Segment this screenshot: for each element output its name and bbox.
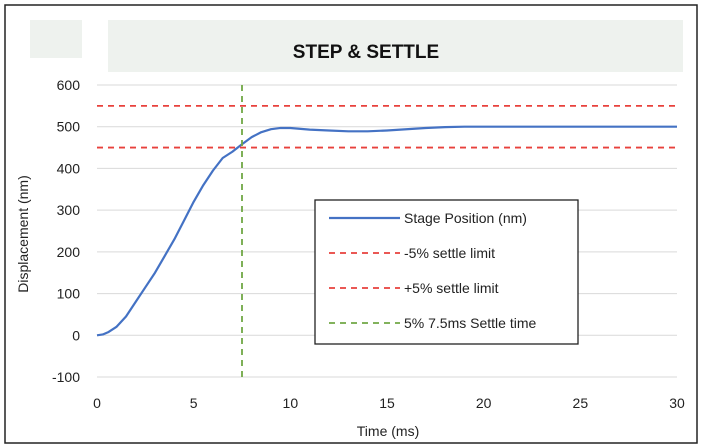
x-tick-label: 5 bbox=[190, 395, 198, 411]
x-tick-label: 20 bbox=[476, 395, 492, 411]
x-tick-label: 0 bbox=[93, 395, 101, 411]
legend-items: Stage Position (nm) -5% settle limit +5% s… bbox=[329, 210, 536, 331]
y-tick-label: 600 bbox=[57, 77, 81, 93]
x-tick-label: 15 bbox=[379, 395, 395, 411]
legend-label-3: 5% 7.5ms Settle time bbox=[404, 315, 536, 331]
x-tick-label: 25 bbox=[573, 395, 589, 411]
x-tick-label: 10 bbox=[283, 395, 299, 411]
legend-label-1: -5% settle limit bbox=[404, 245, 495, 261]
legend-box bbox=[314, 199, 579, 345]
x-axis-label: Time (ms) bbox=[357, 423, 419, 439]
legend-label-2: +5% settle limit bbox=[404, 280, 499, 296]
y-tick-labels: -100 0 100 200 300 400 500 600 bbox=[52, 77, 80, 385]
y-axis-label: Displacement (nm) bbox=[15, 175, 31, 292]
legend-label-0: Stage Position (nm) bbox=[404, 210, 527, 226]
y-tick-label: -100 bbox=[52, 369, 80, 385]
y-tick-label: 300 bbox=[57, 202, 81, 218]
y-tick-label: 0 bbox=[72, 327, 80, 343]
chart-title: STEP & SETTLE bbox=[293, 42, 439, 63]
y-tick-label: 100 bbox=[57, 286, 81, 302]
y-tick-label: 400 bbox=[57, 160, 81, 176]
x-tick-label: 30 bbox=[669, 395, 685, 411]
y-tick-label: 500 bbox=[57, 119, 81, 135]
title-background-left bbox=[30, 20, 82, 58]
legend: Stage Position (nm) -5% settle limit +5% s… bbox=[314, 199, 579, 345]
series-lines bbox=[96, 85, 677, 377]
title-background bbox=[108, 20, 683, 72]
x-tick-labels: 0 5 10 15 20 25 30 bbox=[93, 395, 685, 411]
y-tick-label: 200 bbox=[57, 244, 81, 260]
series-line-0 bbox=[96, 125, 677, 337]
